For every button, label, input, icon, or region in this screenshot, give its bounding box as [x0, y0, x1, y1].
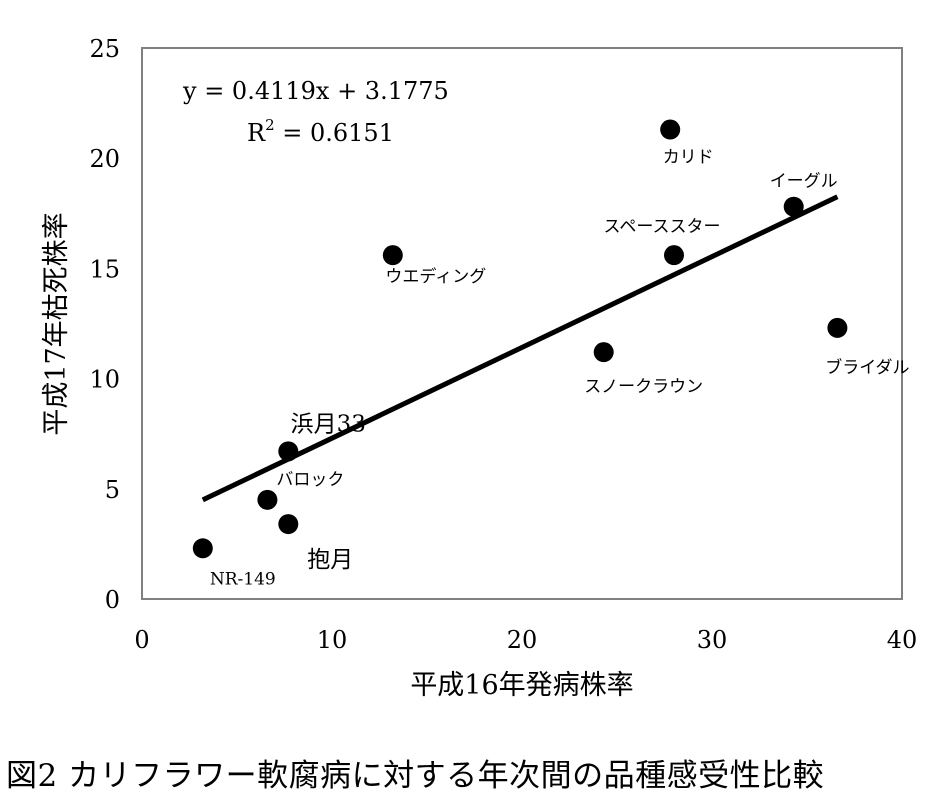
x-axis-title: 平成16年発病株率	[410, 670, 633, 701]
x-tick-label: 10	[317, 626, 348, 654]
equation-text: y = 0.4119x + 3.1775	[182, 77, 449, 105]
y-tick-label: 5	[105, 476, 120, 504]
y-tick-label: 0	[105, 586, 120, 614]
data-point	[278, 441, 299, 462]
data-point-label: 抱月	[307, 547, 353, 573]
x-axis-ticks: 0 10 20 30 40	[134, 626, 917, 654]
data-point-label: バロック	[276, 470, 344, 490]
data-point	[382, 245, 403, 266]
data-point	[278, 514, 299, 535]
data-point-label: カリド	[663, 148, 714, 168]
y-axis-ticks: 0 5 10 15 20 25	[89, 35, 120, 614]
trend-line	[201, 194, 839, 503]
data-points	[192, 119, 848, 559]
x-tick-label: 0	[134, 626, 149, 654]
data-point-label: 浜月33	[291, 411, 366, 437]
data-point-label: スペーススター	[604, 217, 721, 237]
data-point	[660, 119, 681, 140]
y-tick-label: 25	[89, 35, 120, 63]
data-point-label: ウエディング	[385, 266, 486, 287]
r-squared-text: R2 = 0.6151	[247, 116, 394, 147]
data-point	[593, 342, 614, 363]
data-point	[827, 317, 848, 338]
data-point-label: NR-149	[210, 569, 276, 589]
x-tick-label: 30	[697, 626, 728, 654]
x-tick-label: 20	[507, 626, 538, 654]
data-point	[192, 538, 213, 559]
data-point-label: スノークラウン	[584, 377, 703, 397]
x-tick-label: 40	[887, 626, 918, 654]
data-point	[783, 196, 804, 217]
y-tick-label: 20	[89, 145, 120, 173]
y-tick-label: 15	[89, 255, 120, 283]
plot-area	[141, 47, 903, 600]
data-point-label: イーグル	[770, 172, 838, 192]
data-point	[664, 245, 684, 266]
y-tick-label: 10	[89, 366, 120, 394]
data-point	[257, 489, 278, 510]
y-axis-title: 平成17年枯死株率	[41, 212, 72, 435]
figure-caption: 図2 カリフラワー軟腐病に対する年次間の品種感受性比較	[6, 758, 825, 794]
data-point-label: ブライダル	[825, 357, 909, 378]
